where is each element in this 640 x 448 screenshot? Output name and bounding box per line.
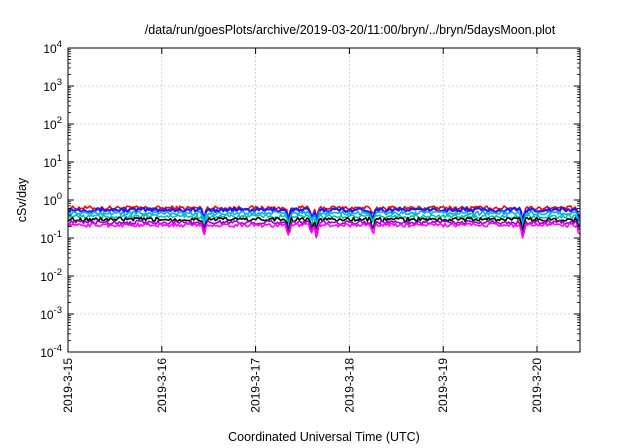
series-line (67, 222, 581, 239)
y-tick-label: 100 (43, 191, 62, 208)
x-tick-label: 2019-3-19 (436, 358, 450, 413)
series-line (67, 205, 581, 221)
y-tick-label: 10-3 (40, 305, 62, 322)
y-tick-label: 103 (43, 77, 62, 94)
y-axis-label: cSv/day (15, 177, 29, 222)
x-tick-label: 2019-3-15 (61, 358, 75, 413)
y-tick-labels: 10-4 10-3 10-2 10-1 100 101 102 103 104 (40, 39, 62, 360)
chart-title: /data/run/goesPlots/archive/2019-03-20/1… (145, 23, 556, 37)
y-tick-label: 10-2 (40, 267, 62, 284)
x-tick-label: 2019-3-20 (530, 358, 544, 413)
y-tick-label: 101 (43, 153, 62, 170)
series-line (67, 219, 581, 236)
series-layer (67, 205, 581, 239)
series-line (67, 216, 581, 233)
grid-layer (68, 48, 580, 352)
series-line (67, 206, 581, 223)
x-tick-labels: 2019-3-15 2019-3-16 2019-3-17 2019-3-18 2019… (61, 358, 544, 413)
y-tick-label: 104 (43, 39, 62, 56)
y-tick-label: 10-1 (40, 229, 62, 246)
x-tick-label: 2019-3-17 (249, 358, 263, 413)
x-tick-label: 2019-3-16 (155, 358, 169, 413)
y-tick-label: 10-4 (40, 343, 62, 360)
y-tick-label: 102 (43, 115, 62, 132)
series-line (67, 210, 581, 227)
tick-layer (67, 47, 580, 353)
x-tick-label: 2019-3-18 (342, 358, 356, 413)
x-axis-label: Coordinated Universal Time (UTC) (228, 430, 420, 444)
